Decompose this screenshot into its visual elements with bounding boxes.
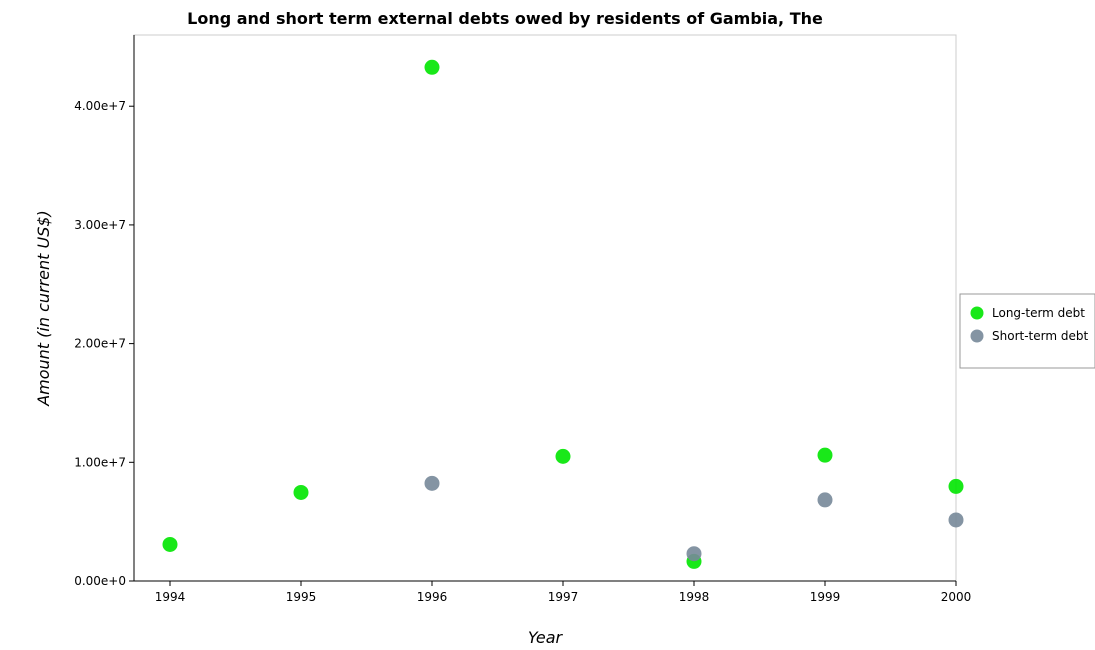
short-term-debt-point bbox=[686, 546, 702, 562]
y-tick-label: 0.00e+0 bbox=[74, 574, 126, 588]
y-axis-label: Amount (in current US$) bbox=[34, 210, 53, 407]
x-tick-label: 1997 bbox=[548, 590, 579, 604]
legend-label-long-term-debt: Long-term debt bbox=[992, 306, 1085, 320]
plot-area bbox=[133, 34, 957, 582]
long-term-debt-point bbox=[424, 59, 440, 75]
axes: 0.00e+0 1.00e+7 2.00e+7 3.00e+7 4.00e+7 1994 1… bbox=[74, 35, 971, 604]
short-term-debt-point bbox=[948, 512, 964, 528]
x-tick-label: 1995 bbox=[286, 590, 317, 604]
legend-marker-long-term-debt bbox=[970, 306, 984, 320]
long-term-debt-point bbox=[817, 447, 833, 463]
x-tick-label: 1998 bbox=[679, 590, 710, 604]
short-term-debt-point bbox=[424, 475, 440, 491]
legend-marker-short-term-debt bbox=[970, 329, 984, 343]
x-tick-label: 1999 bbox=[810, 590, 841, 604]
y-tick-label: 2.00e+7 bbox=[74, 337, 126, 351]
short-term-debt-point bbox=[817, 492, 833, 508]
legend-label-short-term-debt: Short-term debt bbox=[992, 329, 1088, 343]
y-tick-label: 4.00e+7 bbox=[74, 99, 126, 113]
chart-title: Long and short term external debts owed … bbox=[187, 9, 823, 28]
long-term-debt-point bbox=[948, 478, 964, 494]
long-term-debt-point bbox=[293, 484, 309, 500]
data-points bbox=[162, 59, 964, 569]
x-tick-label: 1996 bbox=[417, 590, 448, 604]
y-tick-label: 3.00e+7 bbox=[74, 218, 126, 232]
legend: Long-term debt Short-term debt bbox=[959, 293, 1095, 369]
legend-box bbox=[959, 293, 1095, 369]
x-tick-label: 1994 bbox=[155, 590, 186, 604]
x-tick-label: 2000 bbox=[941, 590, 972, 604]
y-tick-label: 1.00e+7 bbox=[74, 455, 126, 469]
long-term-debt-point bbox=[162, 536, 178, 552]
long-term-debt-point bbox=[555, 448, 571, 464]
x-axis-label: Year bbox=[528, 628, 564, 647]
